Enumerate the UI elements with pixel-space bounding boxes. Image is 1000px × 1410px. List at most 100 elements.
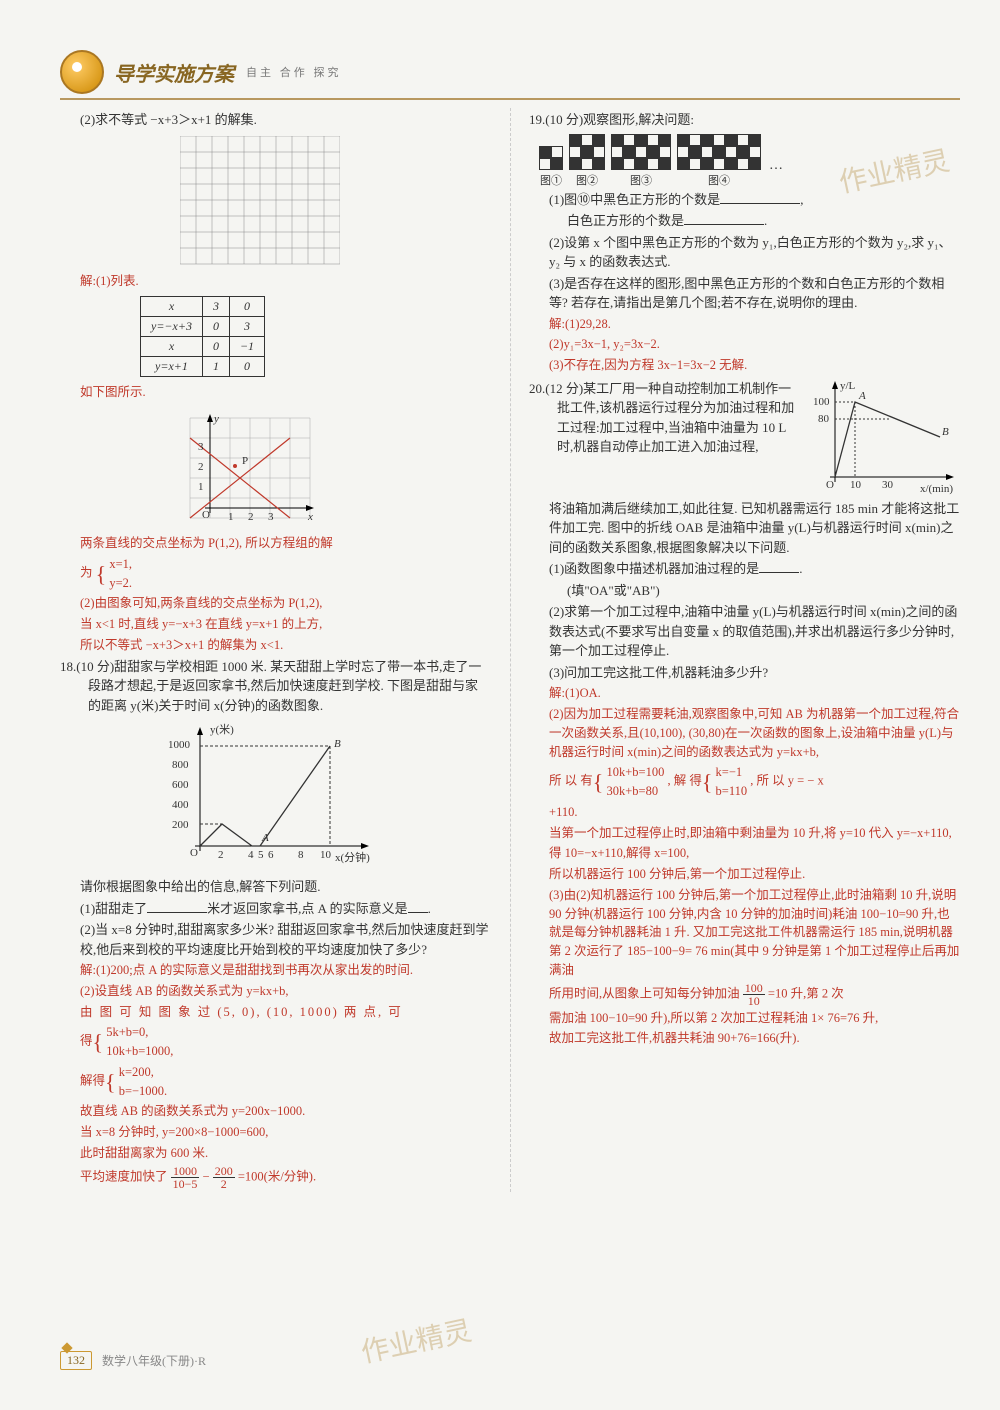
s18-1: 解:(1)200;点 A 的实际意义是甜甜找到书再次从家出发的时间.: [60, 961, 490, 980]
blank-grid: [180, 136, 340, 266]
svg-text:O: O: [826, 479, 834, 491]
s18-eq2: 解得{ k=200, b=−1000.: [60, 1063, 490, 1101]
left-column: (2)求不等式 −x+3＞x+1 的解集. 解:(1)列表. x30 y=−x+…: [60, 108, 490, 1192]
s18-2g: 此时甜甜离家为 600 米.: [60, 1144, 490, 1163]
s20-2e: 得 10=−x+110,解得 x=100,: [529, 844, 960, 863]
sol2b: 当 x<1 时,直线 y=−x+3 在直线 y=x+1 的上方,: [60, 615, 490, 634]
q20-1: (1)函数图象中描述机器加油过程的是.: [529, 559, 960, 579]
q18-2: (2)当 x=8 分钟时,甜甜离家多少米? 甜甜返回家拿书,然后加快速度赶到学校…: [60, 920, 490, 959]
q20-head: 20.(12 分)某工厂用一种自动控制加工机制作一批工件,该机器运行过程分为加油…: [529, 379, 802, 457]
below-table: 如下图所示.: [60, 383, 490, 402]
svg-text:200: 200: [172, 819, 189, 831]
s20-2a: (2)因为加工过程需要耗油,观察图象中,可知 AB 为机器第一个加工过程,符合一…: [529, 705, 960, 761]
svg-text:B: B: [334, 738, 341, 750]
chart-18: y(米) x(分钟) O 2456810 2004006008001000 A …: [160, 721, 380, 871]
q20-row: 20.(12 分)某工厂用一种自动控制加工机制作一批工件,该机器运行过程分为加油…: [529, 377, 960, 497]
q19-1: (1)图⑩中黑色正方形的个数是,: [529, 190, 960, 210]
pattern-figures: 图① 图② 图③: [539, 134, 960, 188]
header-title: 导学实施方案: [114, 58, 234, 87]
q18: 18.(10 分)甜甜家与学校相距 1000 米. 某天甜甜上学时忘了带一本书,…: [60, 657, 490, 716]
svg-text:5: 5: [258, 849, 264, 861]
content-columns: (2)求不等式 −x+3＞x+1 的解集. 解:(1)列表. x30 y=−x+…: [60, 108, 960, 1192]
s18-2h: 平均速度加快了 100010−5 − 2002 =100(米/分钟).: [60, 1165, 490, 1190]
svg-text:O: O: [190, 847, 198, 859]
page-header: 导学实施方案 自主 合作 探究: [60, 50, 960, 100]
svg-text:1: 1: [228, 511, 234, 523]
footer-text: 数学八年级(下册)·R: [102, 1352, 206, 1369]
chart-20: y/L x/(min) 100 80 O 10 30 A B: [810, 377, 960, 497]
svg-text:1000: 1000: [168, 739, 191, 751]
q17-2: (2)求不等式 −x+3＞x+1 的解集.: [60, 110, 490, 130]
s20-2d: 当第一个加工过程停止时,即油箱中剩油量为 10 升,将 y=10 代入 y=−x…: [529, 824, 960, 843]
svg-text:A: A: [261, 832, 269, 844]
svg-text:y(米): y(米): [210, 723, 234, 736]
svg-text:3: 3: [198, 441, 204, 453]
s19-1: 解:(1)29,28.: [529, 315, 960, 334]
svg-text:800: 800: [172, 759, 189, 771]
svg-text:400: 400: [172, 799, 189, 811]
svg-text:100: 100: [813, 396, 830, 408]
svg-text:x/(min): x/(min): [920, 483, 953, 495]
sol2a: (2)由图象可知,两条直线的交点坐标为 P(1,2),: [60, 594, 490, 613]
s20-3d: 故加工完这批工件,机器共耗油 90+76=166(升).: [529, 1029, 960, 1048]
s18-eq1: 得{ 5k+b=0, 10k+b=1000,: [60, 1023, 490, 1061]
svg-text:A: A: [858, 390, 866, 402]
right-column: 19.(10 分)观察图形,解决问题: 图① 图②: [510, 108, 960, 1192]
svg-text:x(分钟): x(分钟): [335, 850, 370, 864]
svg-text:2: 2: [248, 511, 254, 523]
q19-head: 19.(10 分)观察图形,解决问题:: [529, 110, 960, 130]
svg-text:4: 4: [248, 849, 254, 861]
svg-text:3: 3: [268, 511, 274, 523]
s18-2b: 由 图 可 知 图 象 过 (5, 0), (10, 1000) 两 点, 可: [60, 1003, 490, 1022]
s18-2f: 当 x=8 分钟时, y=200×8−1000=600,: [60, 1123, 490, 1142]
q18-1: (1)甜甜走了米才返回家拿书,点 A 的实际意义是.: [60, 899, 490, 919]
s20-2f: 所以机器运行 100 分钟后,第一个加工过程停止.: [529, 865, 960, 884]
svg-text:80: 80: [818, 413, 830, 425]
q20-body: 将油箱加满后继续加工,如此往复. 已知机器需运行 185 min 才能将这批工件…: [529, 499, 960, 558]
svg-text:x: x: [307, 511, 313, 523]
page-footer: 132 数学八年级(下册)·R: [60, 1351, 206, 1370]
table-row: x30: [141, 297, 265, 317]
svg-text:10: 10: [320, 849, 332, 861]
s20-2b: 所 以 有{ 10k+b=100 30k+b=80 , 解 得{ k=−1 b=…: [529, 763, 960, 801]
graph-17: P O 1 2 3 x 1 2 3 y: [180, 408, 320, 528]
header-subtitle: 自主 合作 探究: [246, 64, 342, 80]
svg-text:8: 8: [298, 849, 304, 861]
s20-1: 解:(1)OA.: [529, 684, 960, 703]
s19-3: (3)不存在,因为方程 3x−1=3x−2 无解.: [529, 356, 960, 375]
q20-3: (3)问加工完这批工件,机器耗油多少升?: [529, 663, 960, 683]
s18-2a: (2)设直线 AB 的函数关系式为 y=kx+b,: [60, 982, 490, 1001]
svg-text:30: 30: [882, 479, 894, 491]
svg-text:1: 1: [198, 481, 204, 493]
svg-text:2: 2: [198, 461, 204, 473]
s20-2c: +110.: [529, 803, 960, 822]
svg-text:y: y: [213, 413, 219, 425]
q19-3: (3)是否存在这样的图形,图中黑色正方形的个数和白色正方形的个数相等? 若存在,…: [529, 274, 960, 313]
s18-2e: 故直线 AB 的函数关系式为 y=200x−1000.: [60, 1102, 490, 1121]
logo-icon: [60, 50, 104, 94]
svg-text:O: O: [202, 509, 210, 521]
sol-p: 两条直线的交点坐标为 P(1,2), 所以方程组的解: [60, 534, 490, 553]
q19-2: (2)设第 x 个图中黑色正方形的个数为 y₁,白色正方形的个数为 y₂,求 y…: [529, 233, 960, 272]
svg-text:600: 600: [172, 779, 189, 791]
data-table: x30 y=−x+303 x0−1 y=x+110: [140, 296, 265, 377]
q19-1c: 白色正方形的个数是.: [529, 211, 960, 231]
q20-2: (2)求第一个加工过程中,油箱中油量 y(L)与机器运行时间 x(min)之间的…: [529, 602, 960, 661]
svg-text:10: 10: [850, 479, 862, 491]
table-row: y=x+110: [141, 357, 265, 377]
s20-3a: (3)由(2)知机器运行 100 分钟后,第一个加工过程停止,此时油箱剩 10 …: [529, 886, 960, 980]
page-number: 132: [60, 1351, 92, 1370]
table-row: x0−1: [141, 337, 265, 357]
sol-brace-line: 为 { x=1, y=2.: [60, 555, 490, 593]
svg-text:6: 6: [268, 849, 274, 861]
svg-text:2: 2: [218, 849, 224, 861]
s20-3c: 需加油 100−10=90 升),所以第 2 次加工过程耗油 1× 76=76 …: [529, 1009, 960, 1028]
svg-text:P: P: [242, 455, 248, 467]
svg-text:y/L: y/L: [840, 380, 856, 392]
table-row: y=−x+303: [141, 317, 265, 337]
watermark: 作业精灵: [357, 1309, 475, 1371]
sol2c: 所以不等式 −x+3＞x+1 的解集为 x<1.: [60, 636, 490, 655]
q18-sub: 请你根据图象中给出的信息,解答下列问题.: [60, 877, 490, 897]
svg-text:B: B: [942, 426, 949, 438]
q20-1c: (填"OA"或"AB"): [529, 581, 960, 601]
